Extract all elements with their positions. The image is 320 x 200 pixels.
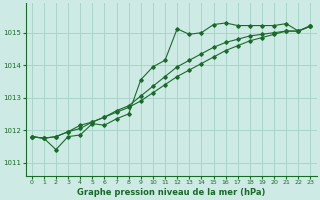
X-axis label: Graphe pression niveau de la mer (hPa): Graphe pression niveau de la mer (hPa) <box>77 188 265 197</box>
